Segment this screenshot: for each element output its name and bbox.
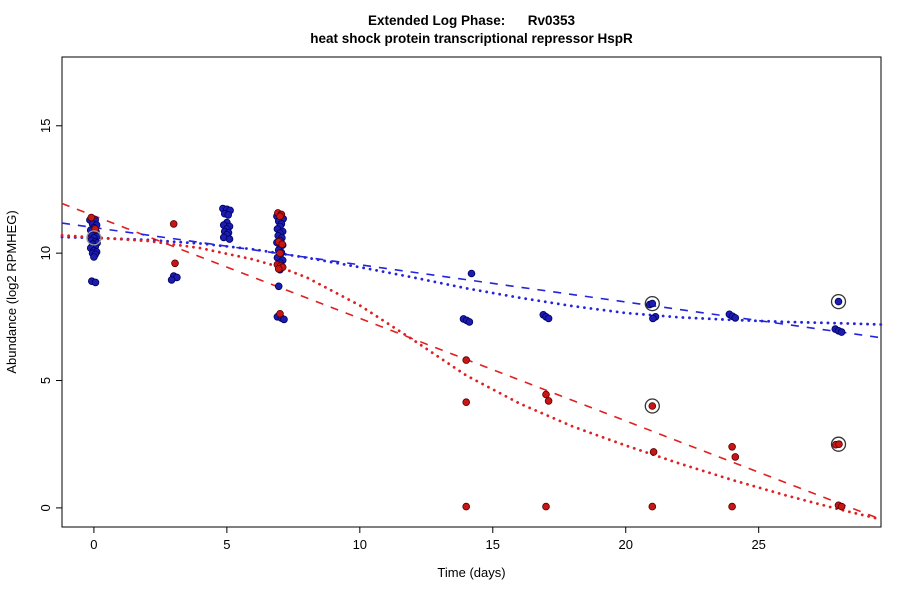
y-tick-label: 10	[38, 246, 53, 260]
highlight-ring	[644, 398, 660, 414]
red-dotted-smooth-fit	[60, 233, 883, 521]
chart-subtitle: heat shock protein transcriptional repre…	[310, 31, 633, 46]
red-condition-point	[728, 502, 736, 511]
y-tick-label: 0	[38, 504, 53, 511]
y-tick-label: 15	[38, 119, 53, 133]
red-condition-point	[544, 397, 553, 405]
x-tick-label: 5	[223, 537, 230, 552]
red-dashed-linear-fit	[61, 202, 882, 521]
red-condition-point	[648, 402, 657, 410]
red-condition-point	[462, 398, 471, 407]
red-condition-point	[731, 453, 740, 461]
red-condition-point	[276, 212, 284, 221]
red-condition-point	[837, 502, 846, 511]
blue-condition-point	[274, 282, 283, 291]
red-condition-point	[542, 390, 550, 399]
x-tick-label: 15	[486, 537, 500, 552]
highlight-ring	[644, 295, 660, 312]
red-condition-point	[171, 259, 179, 268]
highlight-ring	[830, 293, 847, 310]
red-condition-point	[648, 502, 657, 511]
blue-condition-point	[837, 328, 846, 336]
y-axis-title: Abundance (log2 RPMHEG)	[4, 210, 19, 373]
blue-dashed-linear-fit	[61, 222, 882, 339]
chart-title: Extended Log Phase: Rv0353	[367, 13, 576, 28]
x-axis-title: Time (days)	[437, 565, 505, 580]
blue-dotted-smooth-fit	[60, 235, 883, 326]
red-condition-point	[728, 442, 736, 451]
blue-condition-point	[544, 314, 553, 323]
blue-condition-point	[467, 269, 476, 278]
blue-condition-point	[90, 253, 98, 261]
red-condition-point	[462, 502, 471, 511]
highlight-ring	[830, 436, 847, 452]
red-condition-point	[87, 213, 96, 222]
x-tick-label: 0	[90, 537, 97, 552]
blue-condition-point	[648, 299, 657, 308]
blue-condition-point	[731, 314, 740, 322]
plot-box	[61, 56, 882, 528]
red-condition-point	[276, 249, 284, 258]
chart-titles: Extended Log Phase: Rv0353 heat shock pr…	[62, 12, 881, 48]
red-condition-point	[274, 265, 283, 273]
red-condition-point	[542, 502, 550, 511]
blue-condition-point	[224, 211, 233, 219]
red-condition-point	[278, 240, 287, 249]
x-tick-label: 25	[751, 537, 765, 552]
red-condition-point	[276, 309, 284, 318]
blue-condition-point	[280, 315, 288, 324]
y-tick-label: 5	[38, 377, 53, 384]
blue-condition-point	[465, 318, 474, 326]
x-tick-label: 10	[353, 537, 367, 552]
highlight-ring	[86, 230, 102, 246]
blue-condition-point	[225, 235, 234, 243]
x-tick-label: 20	[618, 537, 632, 552]
red-condition-point	[835, 440, 843, 449]
blue-condition-point	[649, 314, 657, 323]
red-condition-point	[169, 220, 178, 228]
red-condition-point	[462, 356, 471, 364]
blue-condition-point	[167, 276, 176, 284]
red-condition-point	[649, 448, 658, 456]
blue-condition-point	[834, 297, 843, 306]
blue-condition-point	[91, 278, 100, 287]
